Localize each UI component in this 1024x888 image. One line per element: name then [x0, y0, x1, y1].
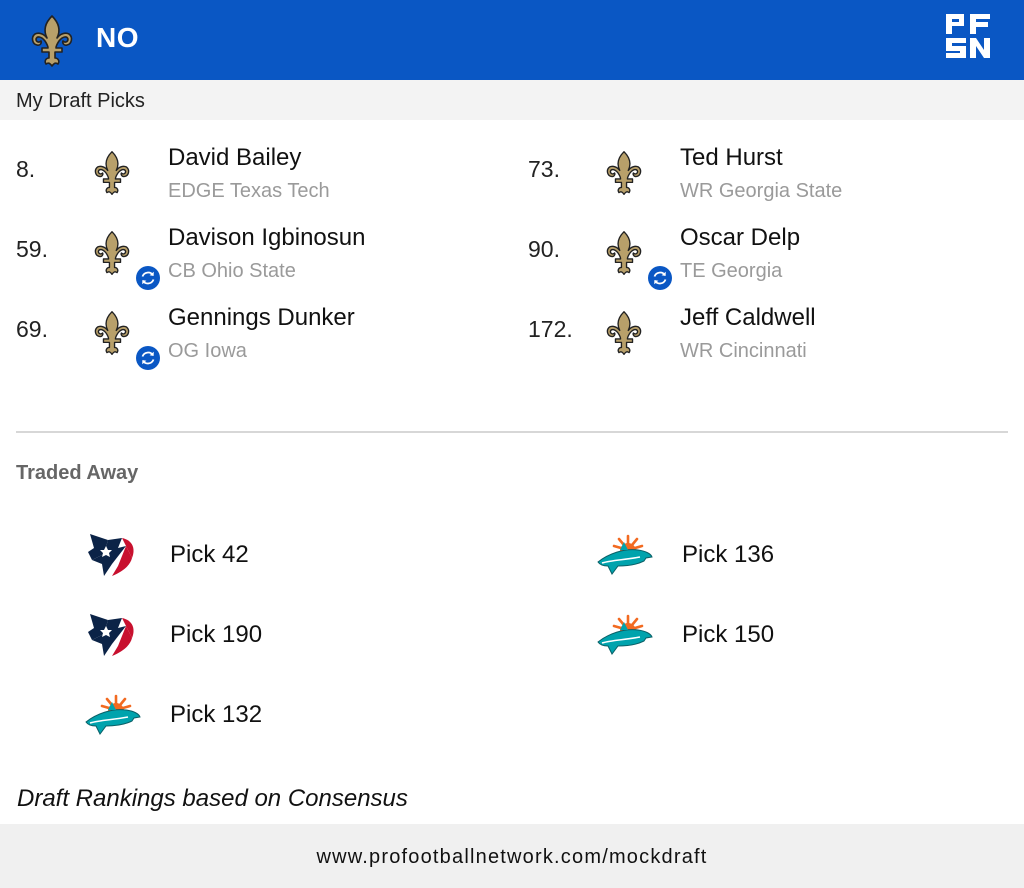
pick-number: 73. [528, 156, 560, 182]
draft-pick-item[interactable]: 172. Jeff Caldwell WR Cincinnati [528, 304, 948, 374]
pfsn-logo-icon[interactable] [944, 12, 992, 60]
team-abbreviation: NO [96, 22, 139, 53]
miami-dolphins-logo-icon [82, 690, 142, 740]
player-name: Ted Hurst [680, 144, 783, 171]
draft-pick-item[interactable]: 73. Ted Hurst WR Georgia State [528, 144, 948, 214]
miami-dolphins-logo-icon [594, 610, 654, 660]
fleur-de-lis-icon [30, 14, 74, 68]
section-title: My Draft Picks [16, 90, 145, 112]
player-name: Oscar Delp [680, 224, 801, 251]
traded-pick-label: Pick 136 [682, 541, 775, 568]
player-name: Gennings Dunker [168, 304, 355, 331]
player-position-school: CB Ohio State [168, 260, 296, 282]
pick-number: 8. [16, 156, 36, 182]
traded-pick-label: Pick 132 [170, 701, 263, 728]
traded-away-title: Traded Away [16, 462, 139, 484]
fleur-de-lis-icon [90, 150, 134, 196]
player-name: Davison Igbinosun [168, 224, 366, 251]
pick-number: 90. [528, 236, 560, 262]
player-position-school: WR Cincinnati [680, 340, 807, 362]
draft-picks-section-header: My Draft Picks [0, 80, 1024, 120]
trade-swap-icon [648, 266, 672, 290]
draft-pick-item[interactable]: 69. Gennings Dunker OG Iowa [16, 304, 436, 374]
fleur-de-lis-icon [90, 310, 134, 356]
rankings-footnote: Draft Rankings based on Consensus [17, 785, 408, 812]
fleur-de-lis-icon [602, 230, 646, 276]
fleur-de-lis-icon [602, 150, 646, 196]
footer-bar: www.profootballnetwork.com/mockdraft [0, 824, 1024, 888]
fleur-de-lis-icon [90, 230, 134, 276]
draft-pick-item[interactable]: 8. David Bailey EDGE Texas Tech [16, 144, 436, 214]
pick-number: 69. [16, 316, 48, 342]
player-position-school: EDGE Texas Tech [168, 180, 330, 202]
section-divider [16, 431, 1008, 433]
miami-dolphins-logo-icon [594, 530, 654, 580]
houston-texans-logo-icon [82, 530, 142, 580]
app-header: NO [0, 0, 1024, 80]
traded-pick-item: Pick 136 [594, 530, 994, 590]
player-name: Jeff Caldwell [680, 304, 816, 331]
player-position-school: WR Georgia State [680, 180, 843, 202]
trade-swap-icon [136, 266, 160, 290]
traded-pick-item: Pick 150 [594, 610, 994, 670]
footer-url[interactable]: www.profootballnetwork.com/mockdraft [316, 846, 708, 868]
traded-pick-label: Pick 190 [170, 621, 263, 648]
player-position-school: TE Georgia [680, 260, 783, 282]
draft-pick-item[interactable]: 90. Oscar Delp TE Georgia [528, 224, 948, 294]
traded-pick-item: Pick 42 [82, 530, 482, 590]
traded-pick-item: Pick 132 [82, 690, 482, 750]
trade-swap-icon [136, 346, 160, 370]
traded-pick-label: Pick 150 [682, 621, 775, 648]
pick-number: 172. [528, 316, 573, 342]
draft-pick-item[interactable]: 59. Davison Igbinosun CB Ohio State [16, 224, 436, 294]
houston-texans-logo-icon [82, 610, 142, 660]
player-name: David Bailey [168, 144, 302, 171]
traded-pick-item: Pick 190 [82, 610, 482, 670]
fleur-de-lis-icon [602, 310, 646, 356]
player-position-school: OG Iowa [168, 340, 247, 362]
pick-number: 59. [16, 236, 48, 262]
traded-pick-label: Pick 42 [170, 541, 249, 568]
